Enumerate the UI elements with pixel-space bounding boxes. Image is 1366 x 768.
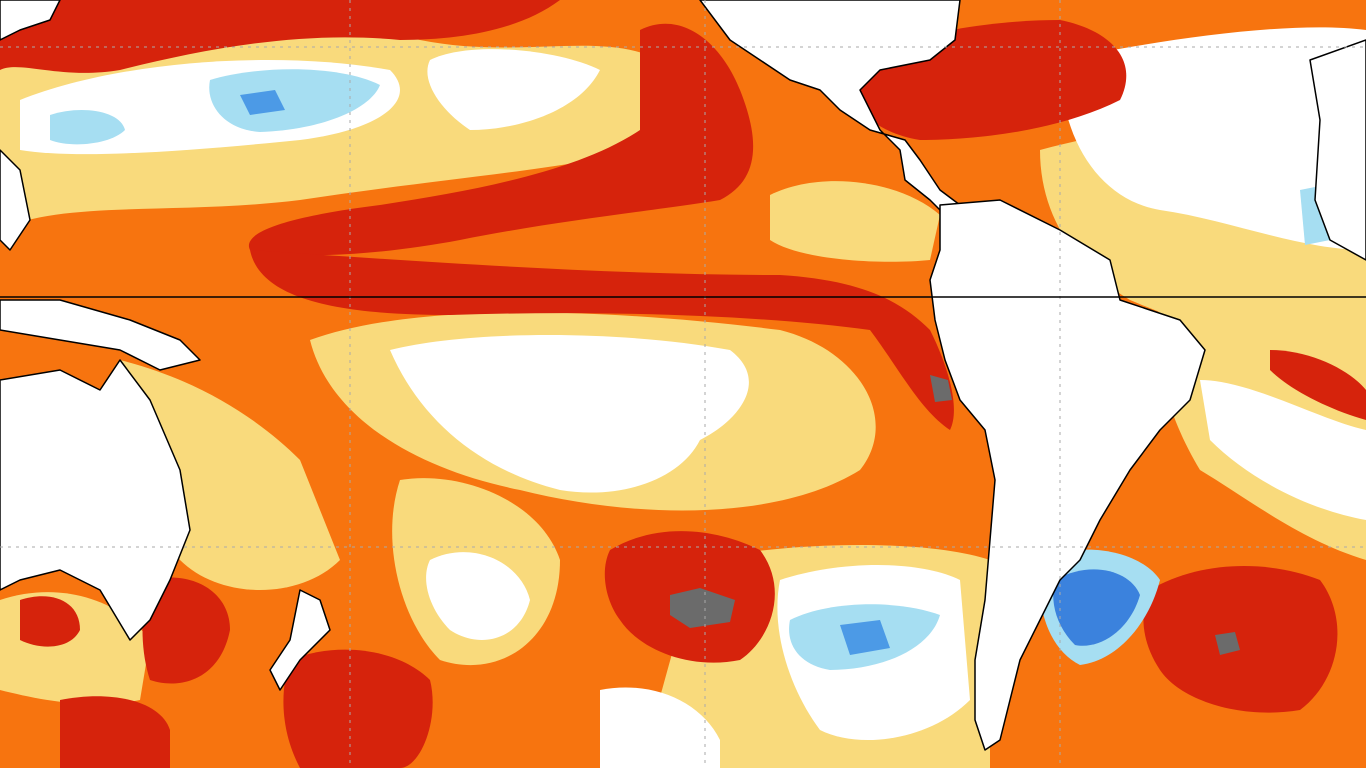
land (0, 0, 1366, 751)
anomaly-cool (50, 69, 1330, 670)
anomaly-extreme (670, 375, 1240, 655)
